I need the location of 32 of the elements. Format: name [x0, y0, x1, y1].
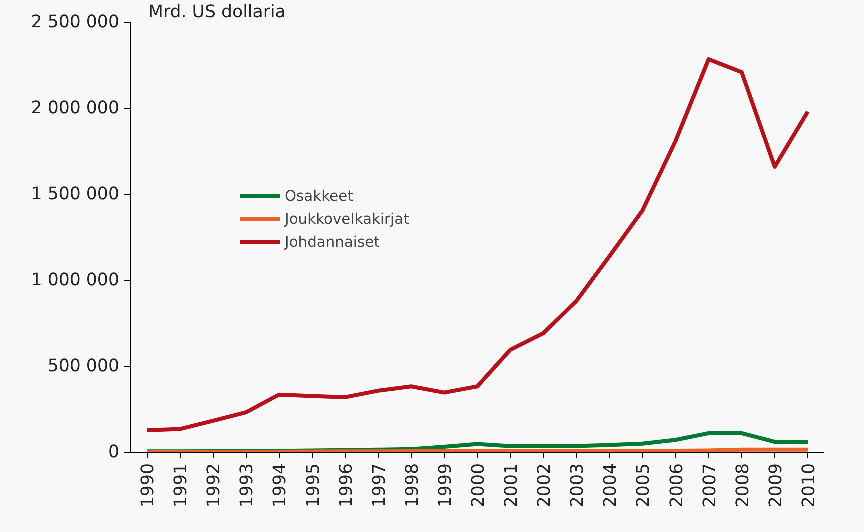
x-tick-label: 1994: [270, 463, 291, 508]
x-tick-label: 2009: [766, 463, 786, 508]
y-tick-label: 1 500 000: [31, 184, 120, 204]
x-tick-label: 1993: [238, 463, 258, 508]
legend-label: Osakkeet: [285, 188, 354, 204]
y-tick-label: 0: [108, 442, 120, 462]
y-tick-label: 2 000 000: [31, 98, 120, 118]
y-tick-label: 500 000: [48, 356, 120, 376]
x-tick-label: 2007: [700, 463, 720, 508]
x-tick-label: 1990: [138, 463, 159, 508]
x-tick-label: 2006: [667, 463, 688, 508]
x-tick-label: 1996: [336, 463, 357, 508]
x-tick-label: 2010: [799, 463, 820, 508]
x-tick-label: 2004: [601, 463, 622, 508]
legend-label: Johdannaiset: [285, 234, 380, 250]
x-tick-label: 1997: [370, 463, 390, 508]
x-tick-label: 2001: [502, 463, 522, 508]
x-tick-label: 1991: [172, 463, 192, 508]
x-tick-label: 1999: [436, 463, 456, 508]
x-tick-label: 2000: [469, 463, 489, 508]
y-tick-label: 2 500 000: [31, 12, 120, 32]
x-tick-label: 2005: [634, 463, 654, 508]
chart-title: Mrd. US dollaria: [148, 2, 286, 22]
x-tick-label: 1995: [304, 463, 324, 508]
x-tick-label: 2002: [535, 463, 556, 508]
x-tick-label: 1992: [204, 463, 225, 508]
y-tick-label: 1 000 000: [31, 270, 120, 290]
x-tick-label: 2003: [568, 463, 588, 508]
legend-label: Joukkovelkakirjat: [285, 210, 410, 228]
x-tick-label: 2008: [733, 463, 754, 508]
line-series: [145, 57, 810, 432]
x-tick-label: 1998: [402, 463, 423, 508]
